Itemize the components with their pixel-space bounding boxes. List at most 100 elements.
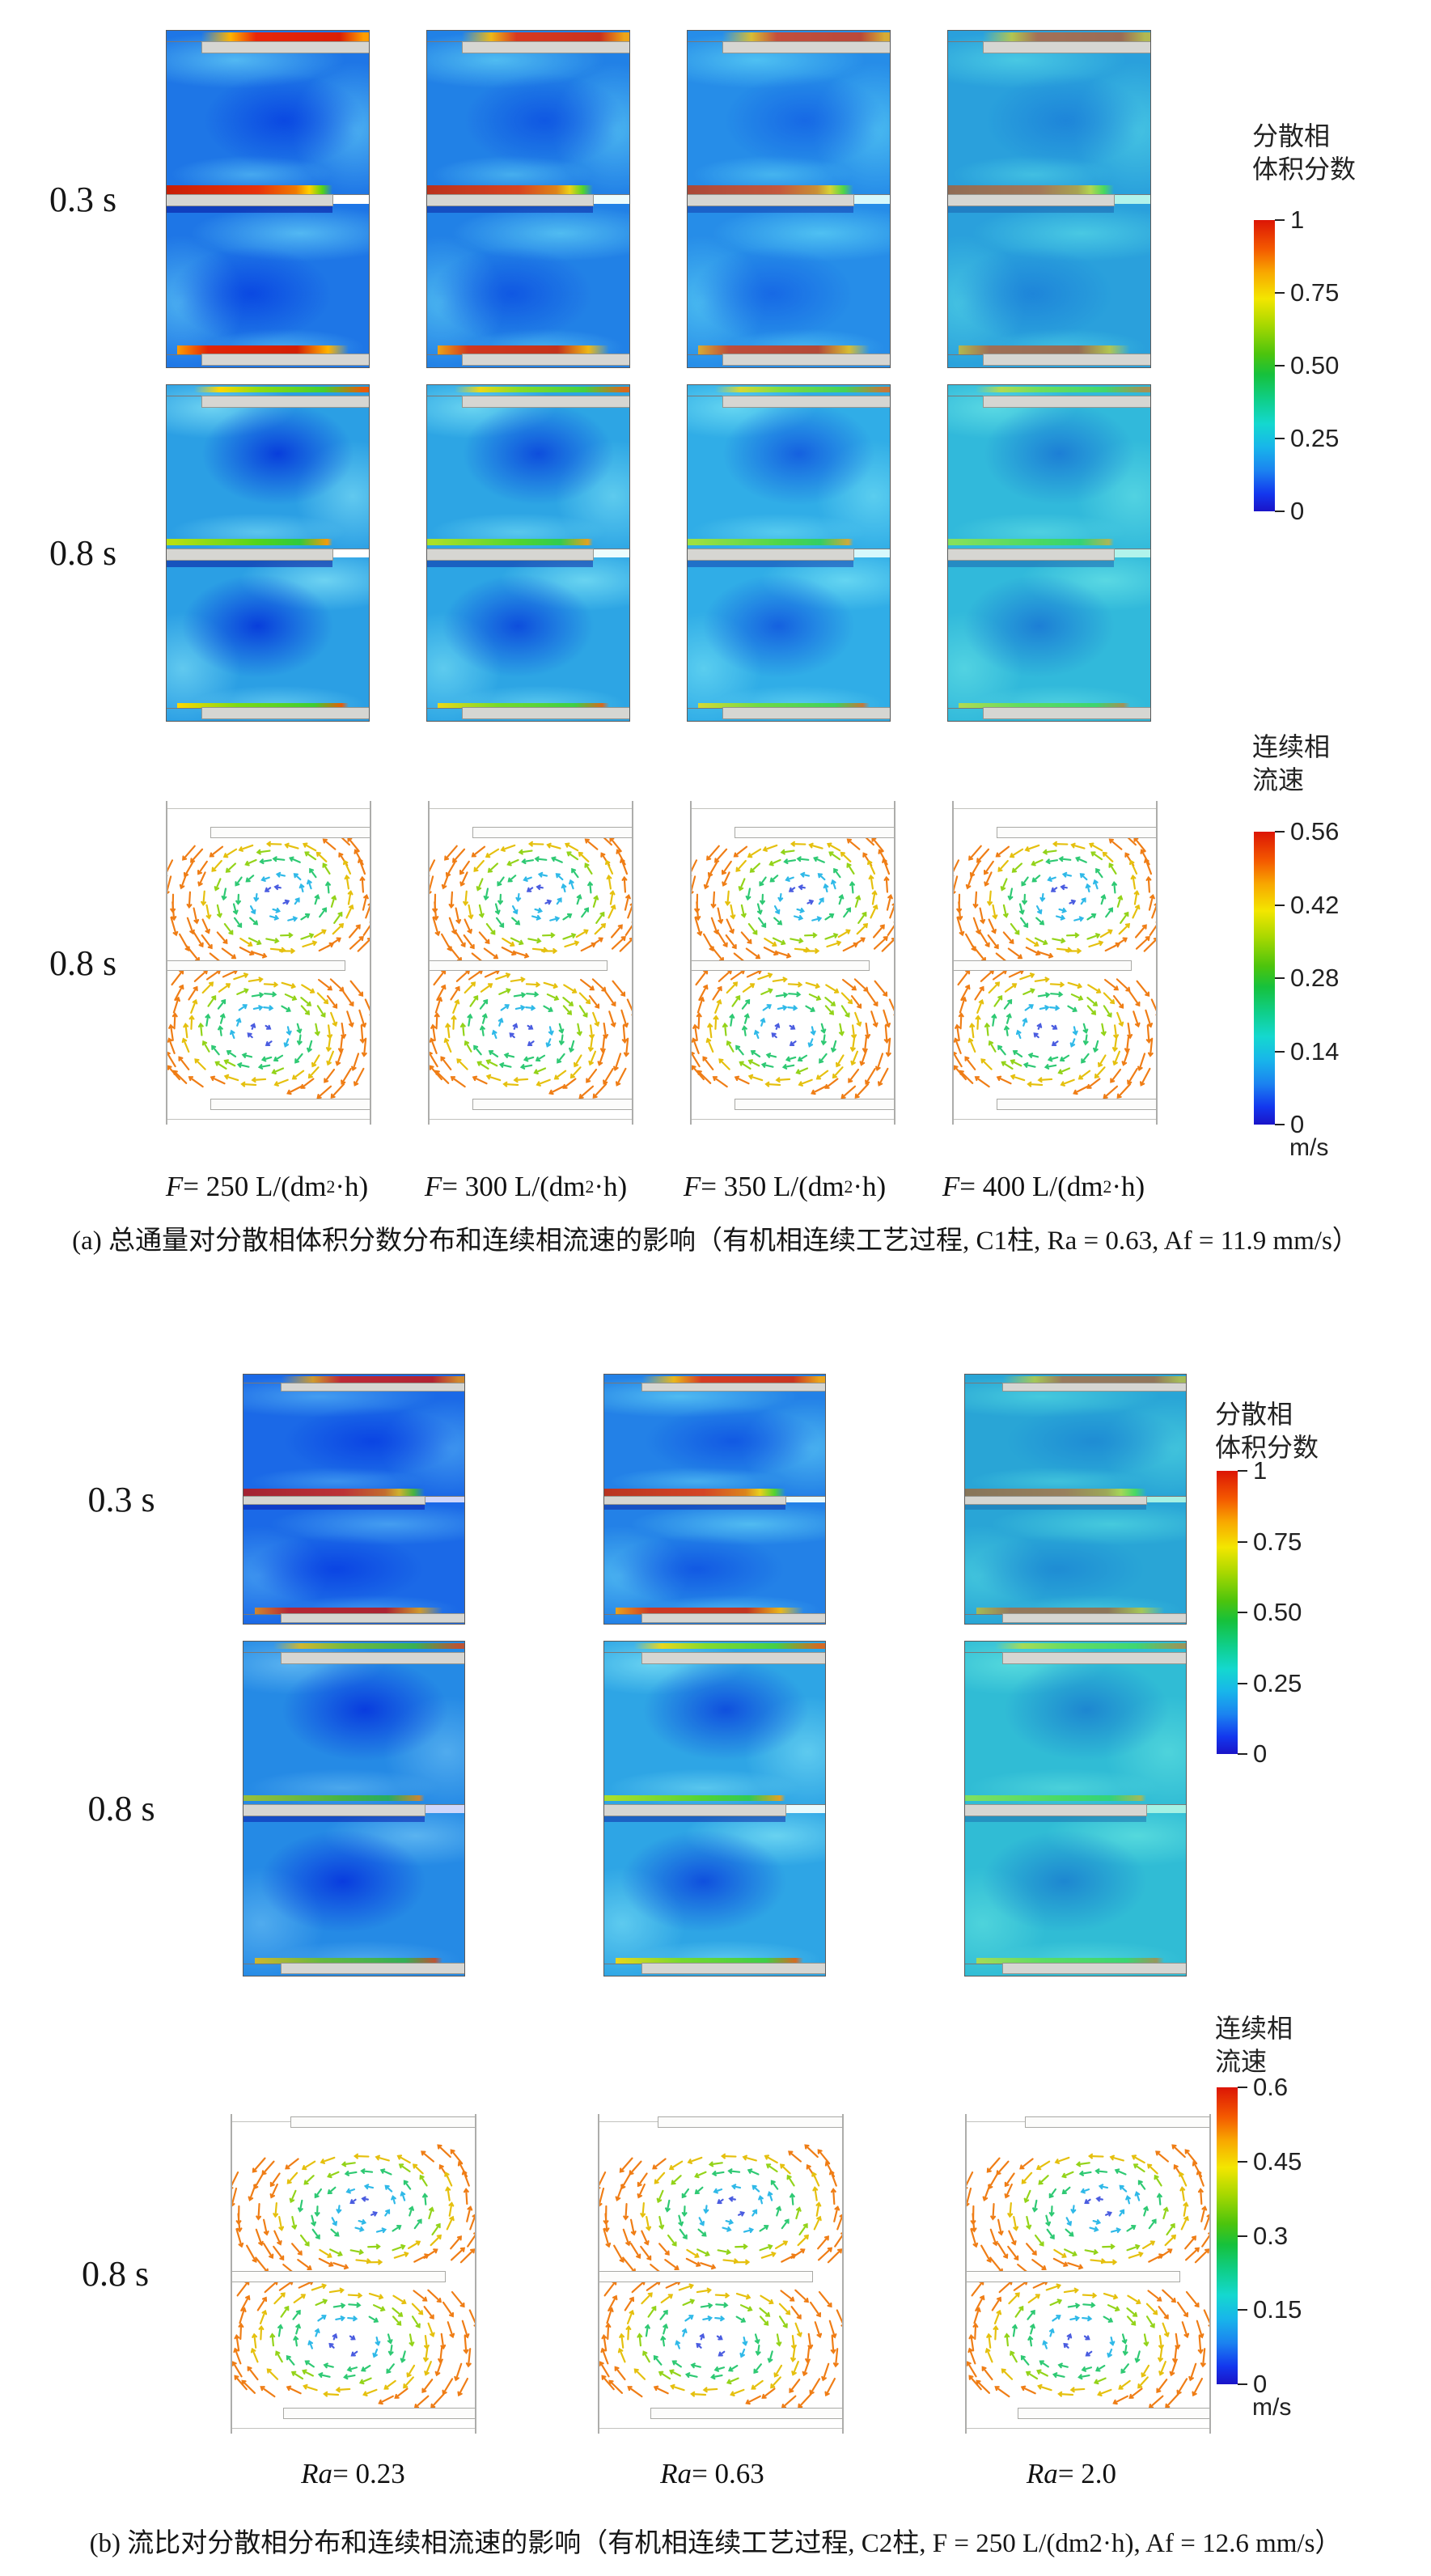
tick-mark xyxy=(1275,904,1285,906)
condition-label-F250: F = 250 L/(dm 2 ·h) xyxy=(165,1171,369,1202)
baffle-plate xyxy=(604,1495,786,1506)
under-baffle-shadow xyxy=(243,1503,425,1510)
dispersed-phase-streak xyxy=(987,1375,1186,1383)
colorbar-gradient: 1 0.75 0.50 0.25 0 xyxy=(1217,1456,1302,1768)
baffle-plate xyxy=(641,1613,825,1623)
tick-label: 0.50 xyxy=(1290,351,1340,379)
colorbar-tick: 0 xyxy=(1238,2370,1267,2399)
upper-compartment-field xyxy=(965,1642,1186,1804)
vector-plot-velocity-F350 xyxy=(690,801,895,1125)
colorbar-title: 连续相 流速 xyxy=(1252,731,1431,797)
under-baffle-shadow xyxy=(948,558,1114,567)
baffle-plate xyxy=(461,41,629,54)
colorbar-tick: 0.75 xyxy=(1275,278,1339,307)
row-time-label: 0.8 s xyxy=(49,943,117,983)
baffle-plate-outline xyxy=(996,827,1156,838)
baffle-plate-outline xyxy=(1018,2408,1209,2419)
baffle-plate xyxy=(982,707,1150,720)
under-baffle-shadow xyxy=(965,1814,1146,1823)
under-baffle-shadow xyxy=(965,1503,1146,1510)
colorbar-tick: 0 xyxy=(1238,1739,1267,1769)
colorbar-tick: 0.25 xyxy=(1238,1669,1302,1698)
baffle-plate xyxy=(167,548,333,561)
baffle-plate xyxy=(722,707,890,720)
colorbar-gradient: 0.56 0.42 0.28 0.14 0 xyxy=(1254,817,1339,1138)
condition-text: ·h) xyxy=(1111,1171,1145,1202)
dispersed-phase-streak xyxy=(626,1643,825,1650)
baffle-plate xyxy=(461,707,629,720)
contour-plot-fraction-Ra0.63-0.8s xyxy=(603,1641,826,1976)
dispersed-phase-streak xyxy=(688,184,853,195)
colorbar-tick: 0 xyxy=(1275,497,1304,526)
tick-mark xyxy=(1238,1540,1247,1543)
contour-plot-fraction-F350-0.3s xyxy=(687,30,891,368)
colormap-strip xyxy=(1217,1471,1238,1754)
dispersed-phase-streak xyxy=(187,32,369,42)
colorbar-title-line1: 分散相 xyxy=(1252,121,1331,150)
baffle-plate-outline xyxy=(658,2116,842,2128)
colorbar-title-line1: 连续相 xyxy=(1252,732,1331,761)
baffle-plate-outline xyxy=(734,1099,894,1110)
dispersed-phase-streak xyxy=(976,1608,1164,1615)
colorbar-title: 分散相 体积分数 xyxy=(1215,1398,1417,1464)
tray-line xyxy=(692,807,894,809)
tick-label: 0.15 xyxy=(1253,2295,1302,2324)
tick-label: 0.45 xyxy=(1253,2146,1302,2176)
tick-mark xyxy=(1238,1753,1247,1755)
tick-mark xyxy=(1238,2160,1247,2163)
baffle-plate xyxy=(982,396,1150,409)
baffle-plate-outline xyxy=(1025,2116,1209,2128)
condition-text: ·h) xyxy=(594,1171,628,1202)
colormap-strip xyxy=(1217,2087,1238,2384)
dispersed-phase-streak xyxy=(437,345,609,356)
baffle-plate xyxy=(281,1613,464,1623)
colorbar-unit: m/s xyxy=(1289,1134,1329,1161)
colorbar-tick: 0.50 xyxy=(1238,1598,1302,1627)
under-baffle-shadow xyxy=(688,205,853,214)
condition-label-Ra0.63: Ra = 0.63 xyxy=(602,2450,823,2498)
colorbar-gradient: 1 0.75 0.50 0.25 0 xyxy=(1254,205,1339,525)
velocity-vector-field xyxy=(430,832,632,1099)
velocity-vector-field xyxy=(599,2144,842,2409)
baffle-plate xyxy=(948,194,1115,207)
baffle-plate xyxy=(688,548,854,561)
tick-mark xyxy=(1238,1470,1247,1472)
variable-symbol: F xyxy=(165,1171,184,1202)
upper-compartment-field xyxy=(243,1642,464,1804)
condition-text: = 350 L/(dm xyxy=(701,1171,845,1202)
dispersed-phase-streak xyxy=(243,1489,425,1496)
vector-plot-velocity-Ra0.23 xyxy=(231,2114,476,2434)
baffle-plate xyxy=(201,354,369,366)
colorbar-tick: 1 xyxy=(1238,1456,1267,1485)
baffle-plate xyxy=(1002,1962,1186,1975)
baffle-plate xyxy=(201,41,369,54)
baffle-plate-outline xyxy=(734,827,894,838)
tick-label: 0.6 xyxy=(1253,2073,1289,2101)
upper-compartment-field xyxy=(427,385,629,549)
velocity-vector-field xyxy=(692,832,894,1099)
colorbar-tick: 0.25 xyxy=(1275,424,1339,453)
dispersed-phase-streak xyxy=(968,32,1150,42)
tick-mark xyxy=(1275,365,1285,366)
dispersed-phase-streak xyxy=(254,1958,442,1964)
dispersed-phase-streak xyxy=(447,32,629,42)
tick-mark xyxy=(1238,1612,1247,1613)
baffle-plate-outline xyxy=(954,960,1132,972)
dispersed-phase-streak xyxy=(176,703,349,710)
tick-mark xyxy=(1275,219,1285,221)
upper-compartment-field xyxy=(167,31,369,195)
dispersed-phase-streak xyxy=(688,539,853,545)
under-baffle-shadow xyxy=(243,1814,425,1823)
upper-compartment-field xyxy=(688,31,890,195)
dispersed-phase-streak xyxy=(265,1643,464,1650)
contour-plot-fraction-F300-0.8s xyxy=(426,384,630,722)
dispersed-phase-streak xyxy=(604,1794,785,1801)
dispersed-phase-streak xyxy=(615,1958,803,1964)
baffle-plate-outline xyxy=(210,827,370,838)
panel-b-row-0.8s-fraction: 0.8 s xyxy=(0,1641,1187,1976)
baffle-plate xyxy=(201,707,369,720)
colorbar-title: 连续相 流速 xyxy=(1215,2012,1417,2078)
baffle-plate xyxy=(641,1652,825,1664)
baffle-plate xyxy=(722,396,890,409)
colorbar-title-line2: 流速 xyxy=(1252,765,1305,794)
